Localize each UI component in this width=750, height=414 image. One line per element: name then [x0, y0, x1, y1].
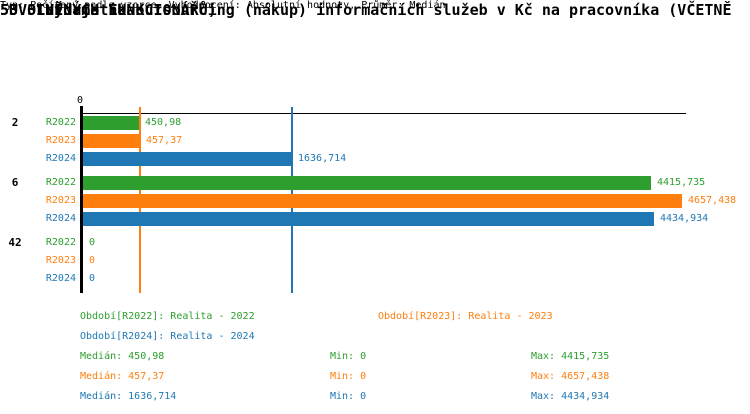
- bar-2-r2024: [83, 152, 292, 166]
- stat-min-r2024: Min: 0: [330, 391, 367, 402]
- legend-item-r2024: Období[R2024]: Realita - 2024: [80, 331, 255, 342]
- series-label-r2023: R2023: [45, 195, 76, 206]
- series-label-r2024: R2024: [45, 213, 76, 224]
- bar-value-6-r2022: 4415,735: [657, 177, 706, 188]
- stat-max-r2024: Max: 4434,934: [531, 391, 610, 402]
- x-axis-line: [81, 113, 686, 114]
- stat-max-r2023: Max: 4657,438: [531, 371, 610, 382]
- page-title-wrap: UVOLNĚNÝCH FUNKCIONÁŘŮ): [0, 1, 217, 19]
- group-label-6: 6: [11, 176, 19, 189]
- series-label-r2024: R2024: [45, 153, 76, 164]
- bar-value-42-r2022: 0: [89, 237, 96, 248]
- stat-median-r2023: Medián: 457,37: [80, 371, 165, 382]
- bar-value-6-r2024: 4434,934: [660, 213, 709, 224]
- chart-meta-line: Typ: Počítaný podle vzorce, Vyhodnocení:…: [0, 0, 446, 11]
- series-label-r2022: R2022: [45, 117, 76, 128]
- series-label-r2022: R2022: [45, 237, 76, 248]
- bar-value-2-r2023: 457,37: [146, 135, 183, 146]
- bar-2-r2023: [83, 134, 140, 148]
- bar-6-r2022: [83, 176, 651, 190]
- bar-value-2-r2024: 1636,714: [298, 153, 347, 164]
- stat-median-r2024: Medián: 1636,714: [80, 391, 177, 402]
- group-label-2: 2: [11, 116, 19, 129]
- bar-6-r2023: [83, 194, 682, 208]
- stat-max-r2022: Max: 4415,735: [531, 351, 610, 362]
- bar-2-r2022: [83, 116, 139, 130]
- bar-value-42-r2024: 0: [89, 273, 96, 284]
- legend-item-r2022: Období[R2022]: Realita - 2022: [80, 311, 255, 322]
- x-axis-tick-label: 0: [77, 95, 84, 106]
- x-axis-zero-line: [80, 106, 83, 293]
- bar-value-2-r2022: 450,98: [145, 117, 182, 128]
- legend-item-r2023: Období[R2023]: Realita - 2023: [378, 311, 553, 322]
- page-title: 53.3 Výdaje na outsourcing (nákup) infor…: [0, 1, 732, 19]
- series-label-r2023: R2023: [45, 135, 76, 146]
- bar-chart: 0 2 R2022 450,98 R2023 457,37 R2024 1636,714 6 R…: [8, 95, 737, 293]
- stat-median-r2022: Medián: 450,98: [80, 351, 165, 362]
- series-label-r2024: R2024: [45, 273, 76, 284]
- group-label-42: 42: [8, 236, 22, 249]
- stat-min-r2022: Min: 0: [330, 351, 367, 362]
- series-label-r2023: R2023: [45, 255, 76, 266]
- chapter-title: 53. Informatika: [0, 1, 136, 19]
- bar-value-42-r2023: 0: [89, 255, 96, 266]
- stat-min-r2023: Min: 0: [330, 371, 367, 382]
- bar-value-6-r2023: 4657,438: [688, 195, 737, 206]
- bar-6-r2024: [83, 212, 654, 226]
- series-label-r2022: R2022: [45, 177, 76, 188]
